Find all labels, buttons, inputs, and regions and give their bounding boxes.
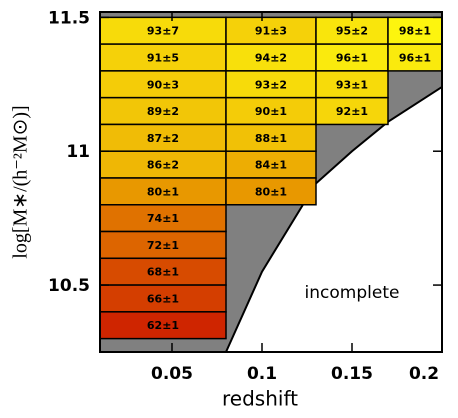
cell-label: 95±2 (336, 25, 368, 38)
cell-label: 90±1 (255, 105, 287, 118)
y-tick-label: 11 (66, 142, 90, 162)
cell-label: 96±1 (399, 52, 431, 65)
complete-region (226, 86, 442, 352)
cell (387, 43, 443, 72)
cell-label: 80±1 (147, 185, 179, 198)
cell (315, 96, 389, 126)
cell-label: 88±1 (255, 132, 287, 145)
cell-label: 72±1 (147, 239, 179, 252)
completeness-curve (225, 86, 443, 353)
cell (225, 177, 317, 206)
cell-label: 91±5 (147, 52, 179, 65)
cell-label: 80±1 (255, 185, 287, 198)
cell (225, 43, 317, 72)
x-tick-label: 0.2 (409, 364, 439, 384)
cell-label: 89±2 (147, 105, 179, 118)
cell (225, 16, 317, 45)
cell (225, 150, 317, 179)
cell-label: 62±1 (147, 319, 179, 332)
cell-label: 98±1 (399, 25, 431, 38)
x-axis-label: redshift (222, 387, 298, 411)
cell-label: 66±1 (147, 292, 179, 305)
cell-label: 74±1 (147, 212, 179, 225)
cell-label: 87±2 (147, 132, 179, 145)
cell-label: 93±7 (147, 25, 179, 38)
plot-frame (99, 11, 443, 353)
cell-label: 84±1 (255, 159, 287, 172)
x-tick-label: 0.05 (151, 364, 193, 384)
cell-label: 90±3 (147, 78, 179, 91)
x-tick-label: 0.1 (247, 364, 277, 384)
y-axis-label: log[M∗/(h⁻²M⊙)] (10, 105, 32, 258)
cell-label: 93±2 (255, 78, 287, 91)
cell-label: 92±1 (336, 105, 368, 118)
cell (99, 284, 227, 313)
cell-label: 86±2 (147, 159, 179, 172)
x-tick-label: 0.15 (331, 364, 373, 384)
cell-label: 91±3 (255, 25, 287, 38)
annotation: incomplete (305, 283, 400, 303)
y-tick-label: 10.5 (48, 276, 90, 296)
cell-label: 68±1 (147, 266, 179, 279)
cell (99, 230, 227, 260)
y-tick-label: 11.5 (48, 8, 90, 28)
cell (225, 123, 317, 152)
cell-label: 93±1 (336, 78, 368, 91)
cell-label: 96±1 (336, 52, 368, 65)
cell (99, 257, 227, 286)
cell-label: 94±2 (255, 52, 287, 65)
